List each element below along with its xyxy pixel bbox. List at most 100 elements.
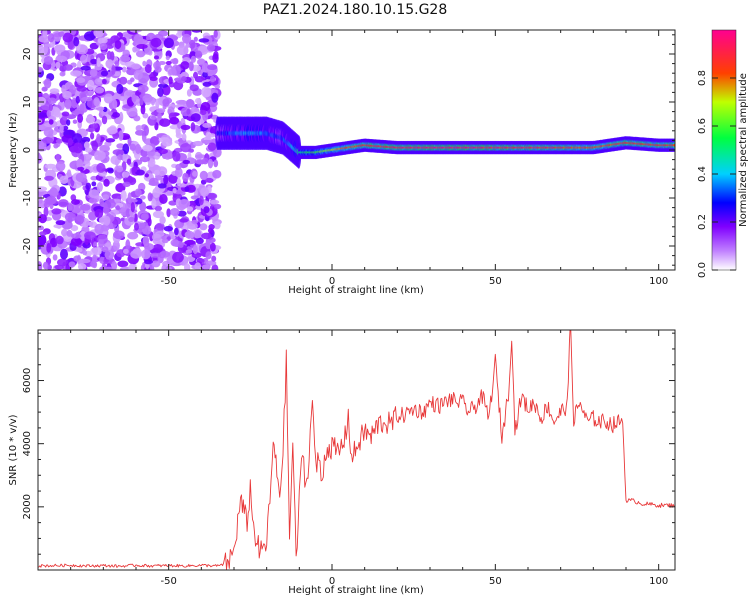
heatmap-cell <box>114 40 122 50</box>
heatmap-cell <box>181 133 187 141</box>
snr-plot-area <box>38 330 675 570</box>
heatmap-cell <box>113 230 125 240</box>
heatmap-cell <box>169 116 180 125</box>
heatmap-cell <box>157 183 167 189</box>
heatmap-cell <box>43 206 49 217</box>
heatmap-cell <box>197 58 206 66</box>
heatmap-cell <box>211 92 219 103</box>
heatmap-cell <box>163 174 169 185</box>
heatmap-cell <box>55 235 64 245</box>
heatmap-cell <box>199 170 208 181</box>
heatmap-cell <box>111 112 120 118</box>
heatmap-cell <box>66 229 73 237</box>
heatmap-cell <box>136 125 143 131</box>
heatmap-cell <box>100 70 109 77</box>
heatmap-cell <box>114 60 120 67</box>
colorbar-gradient <box>711 29 737 271</box>
spectrogram-x-ticks: -50 0 50 100 <box>37 30 668 287</box>
heatmap-cell <box>154 169 160 176</box>
heatmap-cell <box>149 76 158 82</box>
heatmap-cell <box>152 187 161 198</box>
heatmap-cell <box>207 158 214 169</box>
heatmap-cell <box>186 98 195 109</box>
heatmap-cell <box>142 112 149 119</box>
heatmap-cell <box>101 115 108 125</box>
heatmap-cell <box>76 247 83 253</box>
heatmap-cell <box>128 216 135 223</box>
heatmap-cell <box>195 50 203 59</box>
heatmap-cell <box>112 99 118 110</box>
heatmap-cell <box>112 149 125 156</box>
heatmap-cell <box>79 104 85 112</box>
heatmap-cell <box>117 260 129 268</box>
heatmap-cell <box>208 224 215 230</box>
heatmap-cell <box>94 156 101 161</box>
heatmap-cell <box>38 112 48 118</box>
heatmap-cell <box>91 181 97 187</box>
heatmap-cell <box>175 99 188 105</box>
heatmap-cell <box>84 31 96 41</box>
heatmap-cell <box>201 232 212 240</box>
heatmap-cell <box>96 57 101 67</box>
heatmap-cell <box>162 98 170 107</box>
heatmap-cell <box>43 56 54 65</box>
heatmap-cell <box>153 55 160 60</box>
heatmap-cell <box>180 143 192 153</box>
heatmap-cell <box>62 32 74 43</box>
heatmap-cell <box>149 136 160 146</box>
heatmap-cell <box>172 151 181 162</box>
heatmap-cell <box>122 181 131 187</box>
heatmap-cell <box>42 261 49 270</box>
spectrogram-y-ticks: -20 -10 0 10 20 <box>22 34 675 266</box>
heatmap-cell <box>142 94 153 103</box>
heatmap-cell <box>207 142 217 151</box>
heatmap-cell <box>70 30 77 36</box>
heatmap-cell <box>70 70 82 77</box>
heatmap-cell <box>127 231 139 240</box>
heatmap-cell <box>154 205 162 212</box>
colorbar-tick-label: 0.6 <box>697 118 708 134</box>
heatmap-cell <box>185 249 193 254</box>
heatmap-cell <box>77 113 84 123</box>
heatmap-cell <box>88 198 98 204</box>
heatmap-cell <box>186 108 191 115</box>
heatmap-cell <box>178 242 184 248</box>
heatmap-cell <box>207 64 218 71</box>
heatmap-cell <box>194 262 201 270</box>
heatmap-cell <box>163 225 173 232</box>
heatmap-cell <box>144 259 153 265</box>
heatmap-cell <box>175 163 182 171</box>
heatmap-cell <box>88 221 94 227</box>
heatmap-cell <box>96 162 106 173</box>
heatmap-cell <box>120 190 127 202</box>
heatmap-cell <box>64 98 72 110</box>
heatmap-cell <box>42 137 54 144</box>
heatmap-cell <box>130 249 142 259</box>
x-tick-label: 100 <box>649 276 668 287</box>
heatmap-cell <box>184 240 196 245</box>
heatmap-cell <box>101 246 109 253</box>
heatmap-cell <box>89 68 98 77</box>
heatmap-cell <box>136 44 148 49</box>
heatmap-cell <box>71 199 80 205</box>
heatmap-cell <box>85 128 96 132</box>
heatmap-cell <box>116 143 125 149</box>
heatmap-cell <box>182 33 192 44</box>
heatmap-cell <box>85 182 91 190</box>
y-tick-label: -20 <box>22 238 33 254</box>
heatmap-cell <box>111 260 118 270</box>
heatmap-cell <box>165 55 170 61</box>
heatmap-cell <box>98 239 104 248</box>
heatmap-cell <box>72 133 83 144</box>
heatmap-cell <box>108 198 115 203</box>
heatmap-cell <box>117 154 123 161</box>
heatmap-cell <box>159 194 168 204</box>
y-tick-label: 10 <box>22 96 33 109</box>
heatmap-cell <box>115 165 124 173</box>
heatmap-cell <box>184 230 195 239</box>
heatmap-cell <box>176 45 189 56</box>
heatmap-cell <box>49 187 59 198</box>
heatmap-cell <box>166 208 171 218</box>
y-tick-label: 6000 <box>22 368 33 393</box>
